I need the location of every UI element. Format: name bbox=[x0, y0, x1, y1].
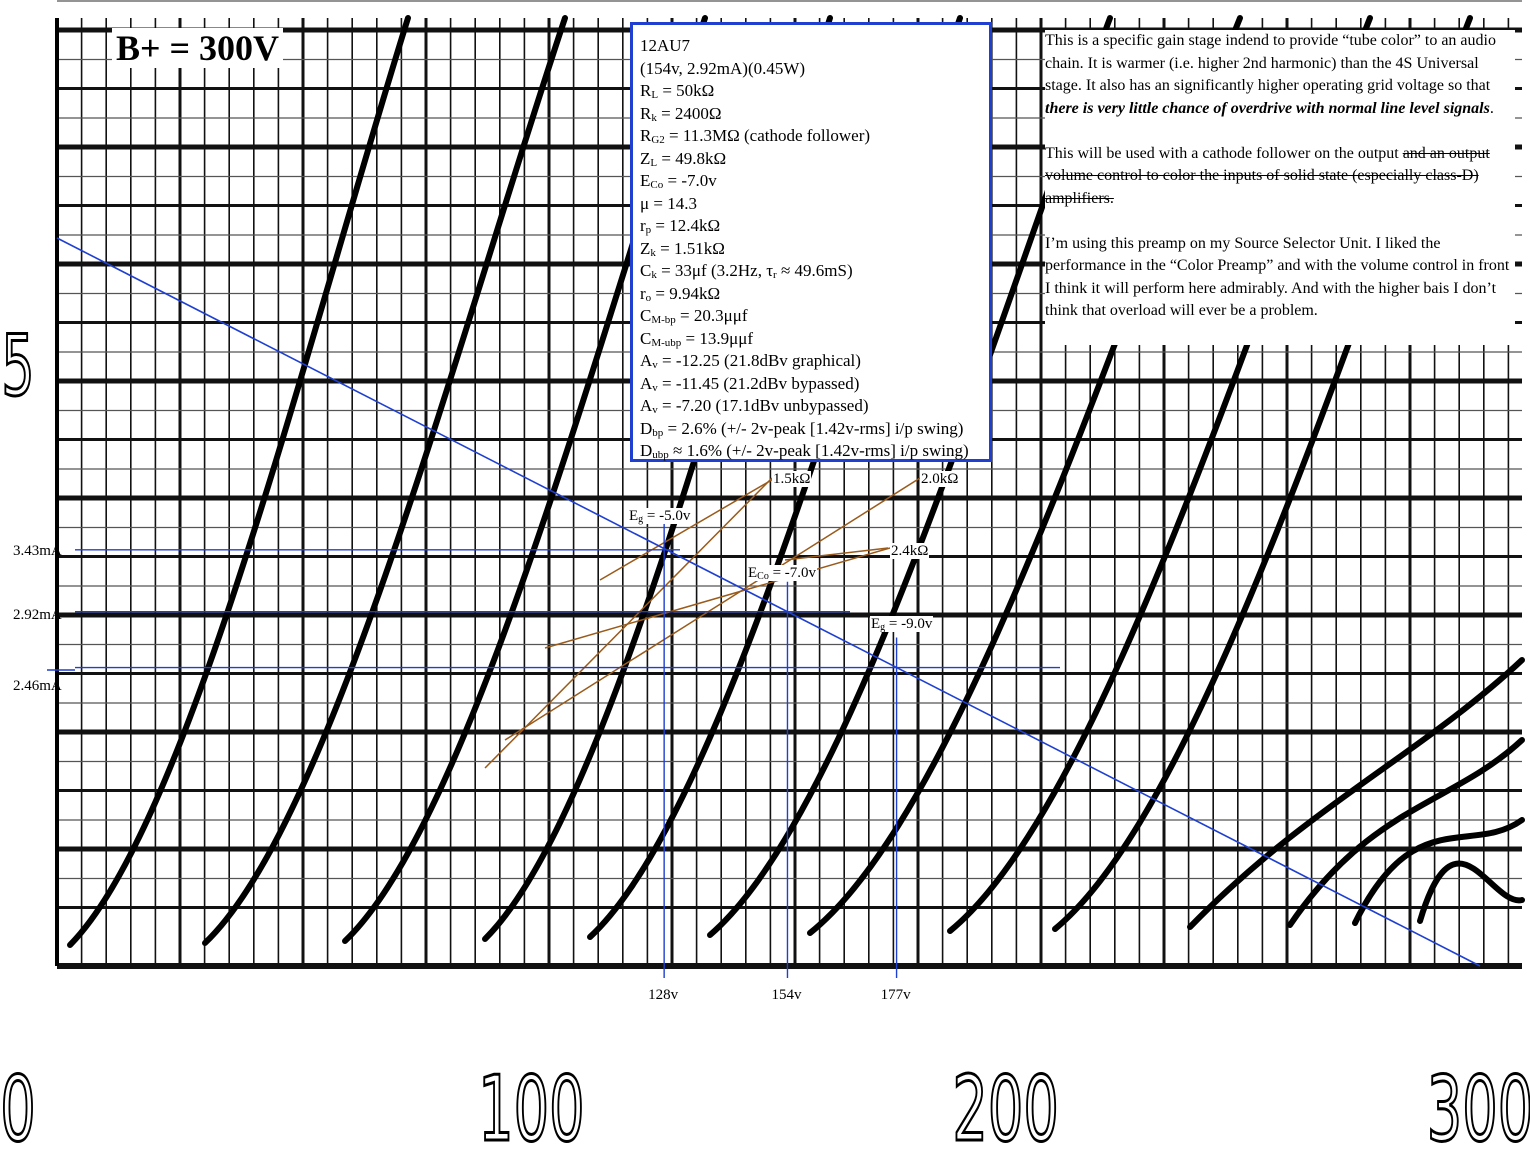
spec-row: ECo = -7.0v bbox=[640, 171, 717, 191]
spec-row: Av = -7.20 (17.1dBv unbypassed) bbox=[640, 396, 869, 416]
grid-label-eco: ECo = -7.0v bbox=[747, 565, 818, 582]
note-paragraph-2: This will be used with a cathode followe… bbox=[1045, 143, 1515, 211]
load-line bbox=[56, 237, 1481, 967]
spec-row: Zk = 1.51kΩ bbox=[640, 238, 725, 259]
voltage-label: 128v bbox=[648, 987, 679, 1003]
note-1-end: . bbox=[1489, 99, 1494, 117]
cathode-line bbox=[504, 477, 921, 741]
note-paragraph-1: This is a specific gain stage indend to … bbox=[1045, 30, 1515, 120]
note-1-text: This is a specific gain stage indend to … bbox=[1045, 32, 1496, 94]
x-tick-label: 100 bbox=[478, 1057, 584, 1150]
plate-curve bbox=[202, 15, 568, 946]
cathode-label-2-0k: 2.0kΩ bbox=[920, 471, 960, 487]
spec-row: RL = 50kΩ bbox=[640, 81, 715, 101]
cathode-line bbox=[599, 477, 776, 581]
cathode-load-lines bbox=[484, 477, 921, 769]
spec-box: 12AU7 (154v, 2.92mA)(0.45W) RL = 50kΩ Rk … bbox=[630, 22, 992, 462]
voltage-label: 154v bbox=[771, 987, 802, 1003]
grid-label-minus9: Eg = -9.0v bbox=[870, 616, 934, 633]
spec-row: Ck = 33μf (3.2Hz, τr ≈ 49.6mS) bbox=[640, 261, 853, 281]
spec-row: CM-ubp = 13.9μμf bbox=[640, 328, 754, 349]
plate-curve bbox=[1187, 657, 1525, 930]
note-1-bold: there is very little chance of overdrive… bbox=[1045, 99, 1490, 117]
plate-curve bbox=[1352, 817, 1525, 926]
spec-row: Dubp ≈ 1.6% (+/- 2v-peak [1.42v-rms] i/p… bbox=[640, 441, 969, 461]
spec-row: rp = 12.4kΩ bbox=[640, 216, 721, 236]
spec-row: Rk = 2400Ω bbox=[640, 103, 722, 124]
cathode-line bbox=[544, 547, 891, 649]
x-tick-label: 200 bbox=[952, 1057, 1058, 1150]
notes-panel: This is a specific gain stage indend to … bbox=[1045, 30, 1515, 345]
current-label: 2.46mA bbox=[13, 678, 62, 694]
axis-labels: 3.43mA 128v 2.92mA 154v 2.46mA 177v 0 100 200 300… bbox=[0, 317, 1530, 1150]
x-tick-label: 0 bbox=[0, 1057, 36, 1150]
cathode-label-2-4k: 2.4kΩ bbox=[890, 543, 930, 559]
spec-row: CM-bp = 20.3μμf bbox=[640, 306, 748, 326]
spec-row: Dbp = 2.6% (+/- 2v-peak [1.42v-rms] i/p … bbox=[640, 418, 964, 439]
grid-label-minus5: Eg = -5.0v bbox=[628, 508, 692, 525]
note-2-struck: and an output volume control to color th… bbox=[1045, 144, 1490, 207]
note-paragraph-3: I’m using this preamp on my Source Selec… bbox=[1045, 234, 1510, 320]
spec-row: ZL = 49.8kΩ bbox=[640, 148, 727, 169]
y-tick-label: 5 bbox=[1, 318, 34, 415]
guide-lines bbox=[47, 519, 1060, 978]
cathode-line bbox=[484, 477, 773, 769]
voltage-label: 177v bbox=[881, 987, 912, 1003]
note-2-text: This will be used with a cathode followe… bbox=[1045, 144, 1403, 162]
plate-curve bbox=[67, 15, 411, 948]
chart-title: B+ = 300V bbox=[112, 28, 284, 68]
cathode-label-1-5k: 1.5kΩ bbox=[772, 471, 812, 487]
spec-row: μ = 14.3 bbox=[640, 193, 697, 213]
spec-row: ro = 9.94kΩ bbox=[640, 283, 721, 304]
spec-row: Av = -12.25 (21.8dBv graphical) bbox=[640, 351, 861, 371]
spec-operating-point: (154v, 2.92mA)(0.45W) bbox=[640, 58, 806, 78]
spec-rows: RL = 50kΩ Rk = 2400Ω RG2 = 11.3MΩ (cathode… bbox=[640, 80, 989, 463]
spec-row: Av = -11.45 (21.2dBv bypassed) bbox=[640, 373, 860, 394]
x-tick-label: 300 bbox=[1427, 1057, 1530, 1150]
load-line-50k bbox=[56, 237, 1481, 967]
current-label: 2.92mA bbox=[13, 607, 62, 623]
plate-curve bbox=[1417, 860, 1525, 924]
spec-row: RG2 = 11.3MΩ (cathode follower) bbox=[640, 126, 871, 146]
spec-tube: 12AU7 bbox=[640, 36, 691, 55]
current-label: 3.43mA bbox=[13, 543, 62, 559]
cathode-line bbox=[784, 547, 889, 561]
